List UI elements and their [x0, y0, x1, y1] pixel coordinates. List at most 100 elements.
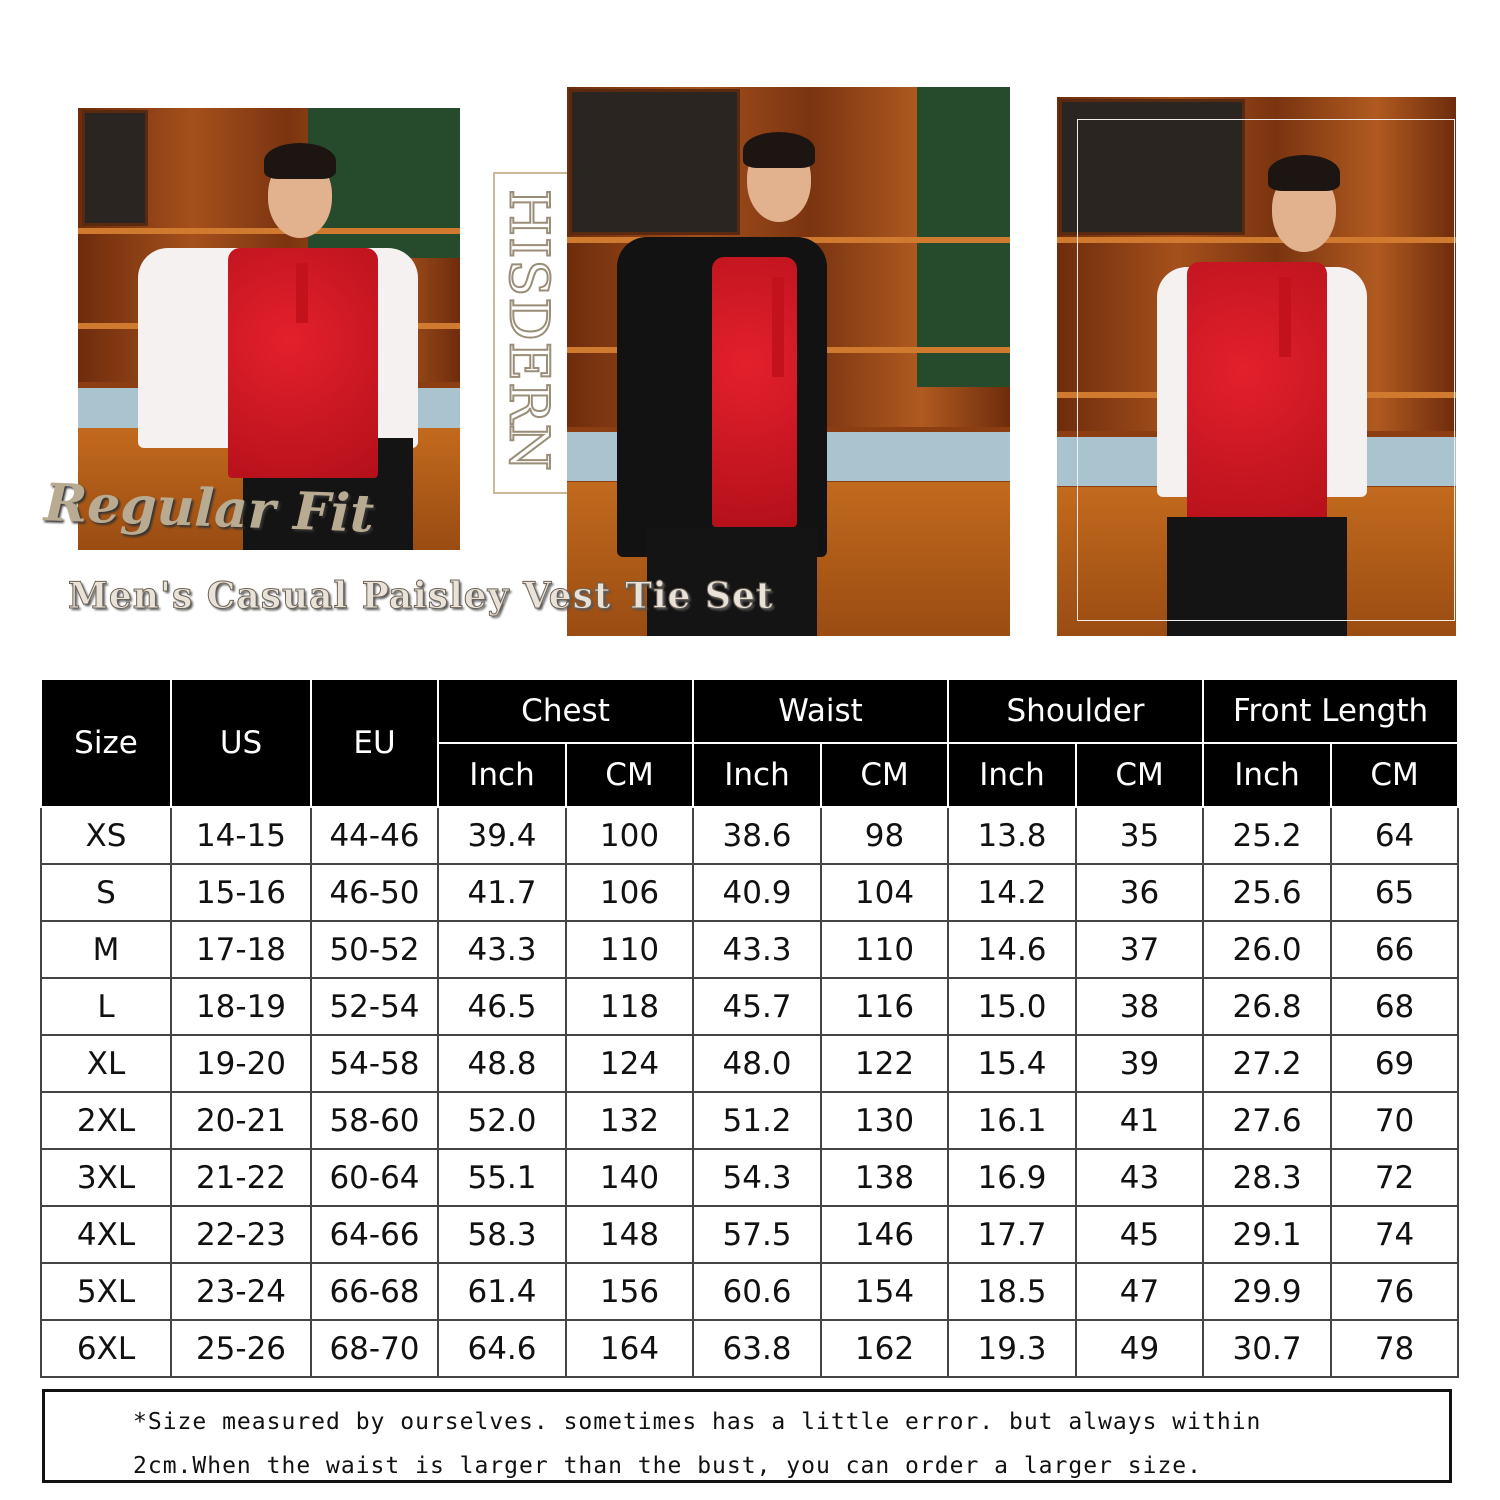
cell-shoulder-cm: 49	[1075, 1319, 1205, 1378]
cell-chest-cm: 110	[564, 920, 695, 979]
header-waist-inch: Inch	[692, 742, 823, 808]
cell-front-length-cm: 69	[1330, 1034, 1460, 1093]
cell-chest-cm: 140	[564, 1148, 695, 1207]
header-shoulder-cm: CM	[1075, 742, 1205, 808]
size-chart-table: Size US EU Chest Waist Shoulder Front Le…	[40, 680, 1460, 1378]
brand-logo: HISDERN	[493, 172, 565, 490]
cell-us: 23-24	[170, 1262, 312, 1321]
cell-waist-cm: 98	[820, 806, 950, 865]
cell-waist-inch: 48.0	[692, 1034, 823, 1093]
fit-label: Regular Fit	[43, 472, 376, 545]
cell-chest-inch: 61.4	[437, 1262, 567, 1321]
cell-waist-inch: 60.6	[692, 1262, 823, 1321]
cell-us: 14-15	[170, 806, 312, 865]
cell-shoulder-cm: 45	[1075, 1205, 1205, 1264]
cell-shoulder-cm: 41	[1075, 1091, 1205, 1150]
cell-shoulder-inch: 16.1	[947, 1091, 1078, 1150]
cell-front-length-cm: 72	[1330, 1148, 1460, 1207]
cell-size: 4XL	[40, 1205, 172, 1264]
cell-waist-cm: 146	[820, 1205, 950, 1264]
cell-size: L	[40, 977, 172, 1036]
header-front-length: Front Length	[1202, 680, 1460, 744]
cell-front-length-inch: 26.0	[1202, 920, 1333, 979]
cell-shoulder-inch: 16.9	[947, 1148, 1078, 1207]
cell-us: 15-16	[170, 863, 312, 922]
cell-waist-inch: 63.8	[692, 1319, 823, 1378]
cell-waist-cm: 162	[820, 1319, 950, 1378]
cell-shoulder-cm: 37	[1075, 920, 1205, 979]
cell-waist-cm: 116	[820, 977, 950, 1036]
cell-size: 3XL	[40, 1148, 172, 1207]
cell-eu: 60-64	[310, 1148, 439, 1207]
cell-front-length-cm: 70	[1330, 1091, 1460, 1150]
header-chest: Chest	[436, 680, 695, 744]
cell-front-length-cm: 78	[1330, 1319, 1460, 1378]
cell-chest-inch: 39.4	[437, 806, 567, 865]
cell-shoulder-inch: 14.2	[947, 863, 1078, 922]
cell-shoulder-inch: 17.7	[947, 1205, 1078, 1264]
header-size: Size	[40, 680, 172, 808]
cell-front-length-inch: 29.9	[1202, 1262, 1333, 1321]
cell-us: 20-21	[170, 1091, 312, 1150]
cell-front-length-cm: 64	[1330, 806, 1460, 865]
cell-waist-inch: 43.3	[692, 920, 823, 979]
cell-chest-cm: 148	[564, 1205, 695, 1264]
size-chart-body: XS 14-15 44-46 39.4 100 38.6 98 13.8 35 25.2 64 S 15…	[40, 806, 1460, 1378]
cell-chest-inch: 55.1	[437, 1148, 567, 1207]
cell-shoulder-cm: 38	[1075, 977, 1205, 1036]
cell-front-length-cm: 65	[1330, 863, 1460, 922]
cell-front-length-inch: 29.1	[1202, 1205, 1333, 1264]
cell-chest-cm: 100	[564, 806, 695, 865]
cell-waist-cm: 130	[820, 1091, 950, 1150]
model-photo-vest-side	[1057, 97, 1456, 636]
cell-size: 5XL	[40, 1262, 172, 1321]
cell-size: M	[40, 920, 172, 979]
cell-waist-inch: 40.9	[692, 863, 823, 922]
model-photo-vest-front	[78, 108, 460, 550]
cell-waist-cm: 122	[820, 1034, 950, 1093]
cell-front-length-inch: 27.2	[1202, 1034, 1333, 1093]
cell-shoulder-cm: 39	[1075, 1034, 1205, 1093]
cell-waist-cm: 110	[820, 920, 950, 979]
cell-chest-cm: 124	[564, 1034, 695, 1093]
cell-shoulder-cm: 35	[1075, 806, 1205, 865]
cell-waist-inch: 51.2	[692, 1091, 823, 1150]
cell-waist-inch: 38.6	[692, 806, 823, 865]
cell-front-length-inch: 26.8	[1202, 977, 1333, 1036]
header-row-groups: Size US EU Chest Waist Shoulder Front Le…	[40, 680, 1460, 808]
cell-shoulder-inch: 18.5	[947, 1262, 1078, 1321]
cell-size: XL	[40, 1034, 172, 1093]
header-chest-cm: CM	[564, 742, 695, 808]
header-chest-inch: Inch	[437, 742, 567, 808]
table-row: XS 14-15 44-46 39.4 100 38.6 98 13.8 35 25.2 64	[40, 806, 1460, 865]
cell-eu: 44-46	[310, 806, 439, 865]
cell-shoulder-cm: 36	[1075, 863, 1205, 922]
table-row: 2XL 20-21 58-60 52.0 132 51.2 130 16.1 41 27.6 70	[40, 1091, 1460, 1150]
brand-text: HISDERN	[497, 188, 562, 473]
cell-chest-inch: 41.7	[437, 863, 567, 922]
size-note-line-1: *Size measured by ourselves. sometimes h…	[133, 1409, 1262, 1435]
header-eu: EU	[310, 680, 439, 808]
cell-shoulder-inch: 13.8	[947, 806, 1078, 865]
size-note-line-2: 2cm.When the waist is larger than the bu…	[133, 1453, 1202, 1479]
header-shoulder: Shoulder	[947, 680, 1205, 744]
cell-chest-inch: 43.3	[437, 920, 567, 979]
cell-us: 21-22	[170, 1148, 312, 1207]
cell-eu: 54-58	[310, 1034, 439, 1093]
cell-front-length-inch: 25.6	[1202, 863, 1333, 922]
cell-chest-inch: 52.0	[437, 1091, 567, 1150]
cell-shoulder-inch: 15.0	[947, 977, 1078, 1036]
cell-waist-inch: 45.7	[692, 977, 823, 1036]
cell-chest-cm: 132	[564, 1091, 695, 1150]
cell-waist-inch: 57.5	[692, 1205, 823, 1264]
cell-eu: 68-70	[310, 1319, 439, 1378]
cell-front-length-cm: 74	[1330, 1205, 1460, 1264]
table-row: 3XL 21-22 60-64 55.1 140 54.3 138 16.9 43 28.3 72	[40, 1148, 1460, 1207]
cell-waist-cm: 154	[820, 1262, 950, 1321]
cell-size: 6XL	[40, 1319, 172, 1378]
cell-shoulder-inch: 15.4	[947, 1034, 1078, 1093]
header-row-units: Inch CM Inch CM Inch CM Inch CM	[41, 742, 1460, 808]
table-row: 4XL 22-23 64-66 58.3 148 57.5 146 17.7 45 29.1 74	[40, 1205, 1460, 1264]
cell-size: XS	[40, 806, 172, 865]
cell-size: 2XL	[40, 1091, 172, 1150]
